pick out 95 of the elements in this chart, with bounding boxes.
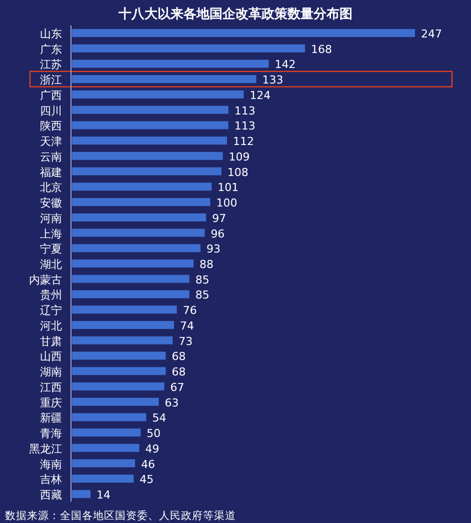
bar xyxy=(72,290,190,298)
bar xyxy=(72,413,146,422)
bar xyxy=(72,260,194,268)
data-label: 112 xyxy=(232,135,254,148)
bar xyxy=(72,29,415,37)
y-tick-label: 内蒙古 xyxy=(29,273,62,286)
y-tick-label: 陕西 xyxy=(40,120,62,133)
bar xyxy=(72,474,134,483)
data-label: 88 xyxy=(200,258,214,271)
y-tick-label: 安徽 xyxy=(40,196,62,210)
source-note: 数据来源：全国各地区国资委、人民政府等渠道 xyxy=(5,509,236,522)
y-tick-label: 山东 xyxy=(40,28,62,40)
y-tick-label: 广西 xyxy=(40,88,62,102)
data-label: 14 xyxy=(96,488,110,502)
y-tick-label: 山西 xyxy=(40,350,62,364)
y-tick-label: 吉林 xyxy=(40,473,62,486)
data-label: 68 xyxy=(172,366,186,379)
y-tick-label: 江苏 xyxy=(40,58,62,72)
y-tick-label: 福建 xyxy=(40,166,62,179)
data-label: 46 xyxy=(141,458,156,471)
y-tick-label: 河北 xyxy=(40,319,62,332)
bar xyxy=(72,182,212,191)
data-label: 100 xyxy=(216,196,238,210)
data-label: 93 xyxy=(206,242,221,256)
y-tick-label: 黑龙江 xyxy=(29,442,62,456)
y-tick-label: 江西 xyxy=(40,380,62,394)
y-tick-label: 广东 xyxy=(40,42,62,56)
bar xyxy=(72,90,244,98)
data-label: 113 xyxy=(234,120,256,133)
data-label: 85 xyxy=(195,273,210,286)
bar xyxy=(72,106,228,114)
bar xyxy=(72,352,166,360)
data-label: 73 xyxy=(178,334,193,348)
data-label: 68 xyxy=(172,350,186,364)
data-label: 108 xyxy=(227,166,248,179)
y-tick-label: 西藏 xyxy=(40,488,62,502)
bar xyxy=(72,336,173,344)
data-label: 54 xyxy=(152,412,166,425)
bar xyxy=(72,75,256,84)
data-label: 76 xyxy=(182,304,197,318)
y-tick-label: 青海 xyxy=(40,427,62,440)
data-label: 247 xyxy=(421,28,442,40)
y-tick-label: 湖南 xyxy=(40,366,62,379)
data-label: 96 xyxy=(210,227,225,240)
bar xyxy=(72,244,201,252)
y-tick-label: 天津 xyxy=(40,135,62,148)
data-label: 85 xyxy=(195,288,210,302)
data-label: 124 xyxy=(250,88,271,102)
y-tick-label: 云南 xyxy=(40,150,62,164)
data-label: 109 xyxy=(228,150,250,164)
y-tick-label: 新疆 xyxy=(40,412,62,425)
bar xyxy=(72,60,269,68)
y-tick-label: 辽宁 xyxy=(40,304,62,318)
y-tick-label: 浙江 xyxy=(40,74,62,87)
bar xyxy=(72,367,166,376)
y-tick-label: 上海 xyxy=(40,227,62,240)
data-label: 74 xyxy=(180,319,194,332)
data-label: 67 xyxy=(170,380,184,394)
data-label: 168 xyxy=(310,42,332,56)
y-tick-label: 北京 xyxy=(40,181,62,194)
bar xyxy=(72,274,190,283)
bar xyxy=(72,320,174,329)
bar xyxy=(72,398,159,406)
bar xyxy=(72,228,205,237)
y-tick-label: 四川 xyxy=(40,104,62,118)
y-tick-label: 宁夏 xyxy=(40,242,62,256)
y-tick-label: 河南 xyxy=(40,212,62,225)
y-tick-label: 湖北 xyxy=(40,258,62,271)
data-label: 142 xyxy=(274,58,296,72)
bar xyxy=(72,306,177,314)
bar xyxy=(72,136,227,145)
data-label: 97 xyxy=(212,212,226,225)
bar xyxy=(72,459,136,468)
bar xyxy=(72,213,206,222)
y-tick-label: 甘肃 xyxy=(40,334,62,348)
bar xyxy=(72,44,305,52)
data-label: 50 xyxy=(146,427,161,440)
bar xyxy=(72,444,140,452)
data-label: 133 xyxy=(262,74,284,87)
bar xyxy=(72,428,141,437)
y-tick-label: 海南 xyxy=(40,458,62,471)
data-label: 63 xyxy=(164,396,179,410)
data-label: 101 xyxy=(218,181,239,194)
y-tick-label: 重庆 xyxy=(40,396,62,410)
bar xyxy=(72,490,90,498)
bar xyxy=(72,167,222,176)
y-tick-label: 贵州 xyxy=(40,288,62,302)
bar xyxy=(72,152,223,160)
chart-title: 十八大以来各地国企改革政策数量分布图 xyxy=(118,7,352,22)
bar xyxy=(72,121,228,130)
bar xyxy=(72,382,164,390)
data-label: 45 xyxy=(140,473,154,486)
bar xyxy=(72,198,210,206)
data-label: 113 xyxy=(234,104,256,118)
data-label: 49 xyxy=(145,442,160,456)
